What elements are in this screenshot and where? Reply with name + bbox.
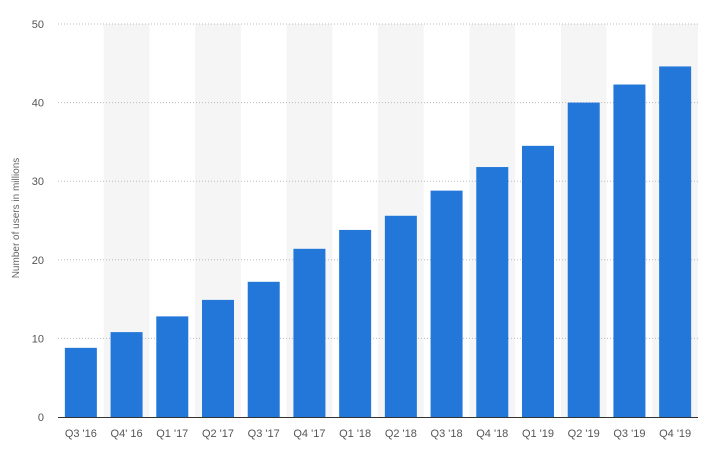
y-tick-label: 20 <box>32 255 44 267</box>
bar <box>110 332 143 417</box>
bar <box>64 347 97 417</box>
bar <box>202 299 234 417</box>
y-tick-label: 40 <box>32 98 44 110</box>
bar <box>339 229 372 417</box>
x-tick-label: Q3 '16 <box>65 428 97 440</box>
y-tick-label: 0 <box>38 412 44 424</box>
x-tick-label: Q4 '19 <box>659 428 691 440</box>
x-tick-label: Q2 '19 <box>568 428 600 440</box>
y-tick-label: 10 <box>32 333 44 345</box>
bar <box>522 145 554 417</box>
x-tick-label: Q2 '18 <box>385 428 417 440</box>
y-axis-title: Number of users in millions <box>11 158 22 279</box>
bar <box>247 281 280 417</box>
bar <box>659 66 692 417</box>
x-tick-label: Q3 '17 <box>248 428 280 440</box>
bar <box>156 316 189 417</box>
x-tick-label: Q1 '19 <box>522 428 554 440</box>
x-tick-labels: Q3 '16 Q4' 16 Q1 '17 Q2 '17 Q3 '17 Q4 '17 Q1 '… <box>65 428 691 440</box>
x-tick-label: Q3 '18 <box>431 428 463 440</box>
x-tick-label: Q4 '17 <box>293 428 325 440</box>
x-tick-label: Q2 '17 <box>202 428 234 440</box>
bars <box>64 66 692 417</box>
bar <box>384 215 417 417</box>
y-tick-label: 30 <box>32 176 44 188</box>
y-tick-labels: 0 10 20 30 40 50 <box>32 19 44 424</box>
x-tick-label: Q4 '18 <box>476 428 508 440</box>
x-tick-label: Q3 '19 <box>613 428 645 440</box>
bar <box>293 248 326 417</box>
x-tick-label: Q4' 16 <box>111 428 143 440</box>
bar <box>476 167 509 417</box>
bar <box>567 102 600 417</box>
bar <box>430 190 463 417</box>
x-tick-label: Q1 '18 <box>339 428 371 440</box>
x-tick-label: Q1 '17 <box>156 428 188 440</box>
bar <box>613 84 646 417</box>
y-tick-label: 50 <box>32 19 44 31</box>
